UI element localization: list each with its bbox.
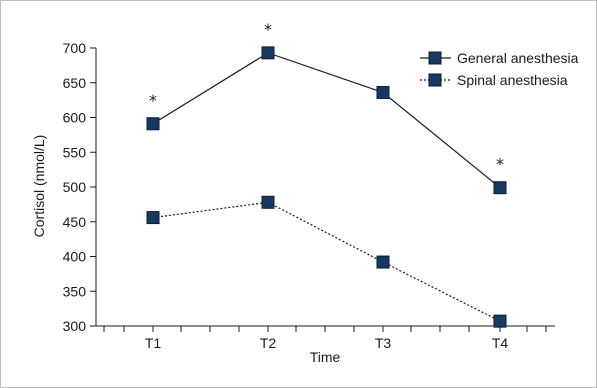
y-tick-label: 650 [63, 75, 87, 91]
x-tick-label: T3 [375, 335, 392, 351]
y-axis-title: Cortisol (nmol/L) [31, 135, 47, 238]
y-tick-label: 350 [63, 283, 87, 299]
significance-marker: * [149, 91, 157, 110]
x-tick-label: T1 [145, 335, 162, 351]
data-point-marker [261, 195, 275, 209]
y-tick-label: 700 [63, 40, 87, 56]
y-tick-label: 600 [63, 110, 87, 126]
x-axis-title: Time [310, 349, 341, 365]
y-tick-label: 300 [63, 318, 87, 334]
data-point-marker [376, 255, 390, 269]
data-point-marker [146, 211, 160, 225]
legend-item: General anesthesia [420, 50, 579, 66]
series-line [152, 201, 501, 322]
data-point-marker [261, 46, 275, 60]
series-group: * * * [146, 20, 507, 328]
axes: 300 350 400 450 500 550 600 650 700 T1 T2 T3 T4 [63, 40, 555, 351]
data-point-marker [493, 314, 507, 328]
legend-marker [428, 73, 442, 87]
legend: General anesthesia Spinal anesthesia [420, 50, 579, 88]
data-point-marker [146, 117, 160, 131]
legend-marker [428, 51, 442, 65]
significance-marker: * [496, 155, 504, 174]
series-spinal-anesthesia [146, 195, 507, 328]
significance-marker: * [264, 20, 272, 39]
data-point-marker [493, 181, 507, 195]
legend-label: Spinal anesthesia [457, 72, 568, 88]
y-tick-label: 400 [63, 249, 87, 265]
y-tick-label: 500 [63, 179, 87, 195]
y-tick-label: 550 [63, 144, 87, 160]
y-tick-label: 450 [63, 214, 87, 230]
legend-label: General anesthesia [457, 50, 579, 66]
data-point-marker [376, 85, 390, 99]
x-tick-label: T2 [260, 335, 277, 351]
series-line [152, 52, 501, 189]
legend-item: Spinal anesthesia [420, 72, 568, 88]
series-general-anesthesia [146, 46, 507, 195]
x-tick-label: T4 [492, 335, 509, 351]
